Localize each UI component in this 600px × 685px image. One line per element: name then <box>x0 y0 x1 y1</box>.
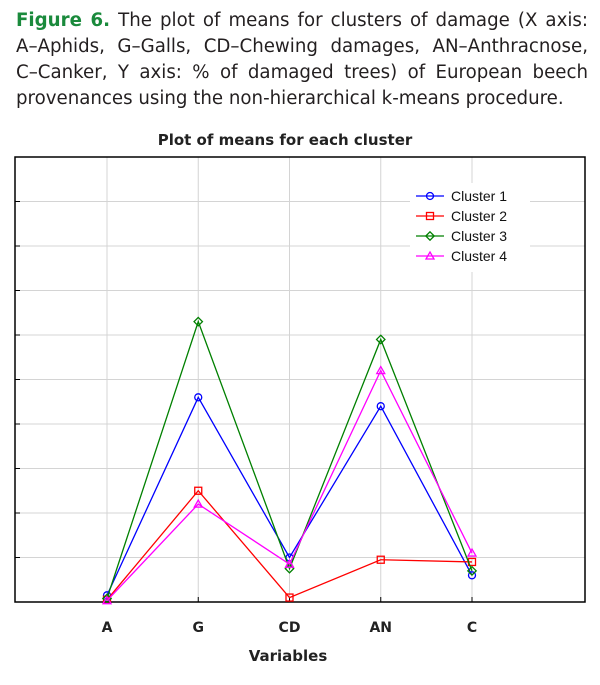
data-point-cluster-1 <box>467 571 477 580</box>
legend-marker <box>424 250 436 260</box>
data-point-cluster-1 <box>376 402 385 411</box>
data-point-cluster-2 <box>376 555 385 564</box>
x-tick-labels: A G CD AN C <box>102 620 478 636</box>
legend-marker <box>425 211 435 221</box>
x-tick-label: A <box>102 620 113 636</box>
data-point-cluster-3 <box>193 316 204 327</box>
data-point-cluster-3 <box>466 565 478 576</box>
data-point-cluster-4 <box>284 558 295 568</box>
legend-label: Cluster 4 <box>451 248 507 264</box>
data-point-cluster-2 <box>285 593 294 602</box>
x-tick-label: C <box>467 620 477 636</box>
legend-marker <box>424 230 436 242</box>
x-tick-label: AN <box>369 620 392 636</box>
caption-text: The plot of means for clusters of damage… <box>16 10 589 109</box>
x-tick-label: CD <box>279 620 301 636</box>
x-tick-label: G <box>193 620 205 636</box>
figure-caption: Figure 6. The plot of means for clusters… <box>16 8 588 112</box>
series-line-cluster-4 <box>106 369 473 602</box>
legend-label: Cluster 1 <box>451 188 507 204</box>
data-point-cluster-2 <box>194 486 203 495</box>
series-line-cluster-2 <box>106 489 473 601</box>
data-point-cluster-4 <box>466 547 478 557</box>
plot-frame <box>14 156 586 603</box>
x-axis-label: Variables <box>249 647 328 665</box>
legend-marker <box>425 191 435 201</box>
data-point-cluster-4 <box>375 365 386 375</box>
figure-label: Figure 6. <box>16 10 111 31</box>
data-point-cluster-3 <box>375 334 386 345</box>
legend: Cluster 1 Cluster 2 Cluster 3 Cluster 4 <box>410 183 530 272</box>
legend-label: Cluster 2 <box>451 208 507 224</box>
series-line-cluster-3 <box>106 319 473 599</box>
chart-title: Plot of means for each cluster <box>158 131 413 149</box>
series-group <box>101 316 478 605</box>
data-point-cluster-4 <box>101 595 113 605</box>
legend-box <box>410 183 530 272</box>
series-line-cluster-1 <box>106 395 473 596</box>
data-point-cluster-1 <box>194 393 203 402</box>
data-point-cluster-4 <box>193 498 204 508</box>
legend-label: Cluster 3 <box>451 228 507 244</box>
